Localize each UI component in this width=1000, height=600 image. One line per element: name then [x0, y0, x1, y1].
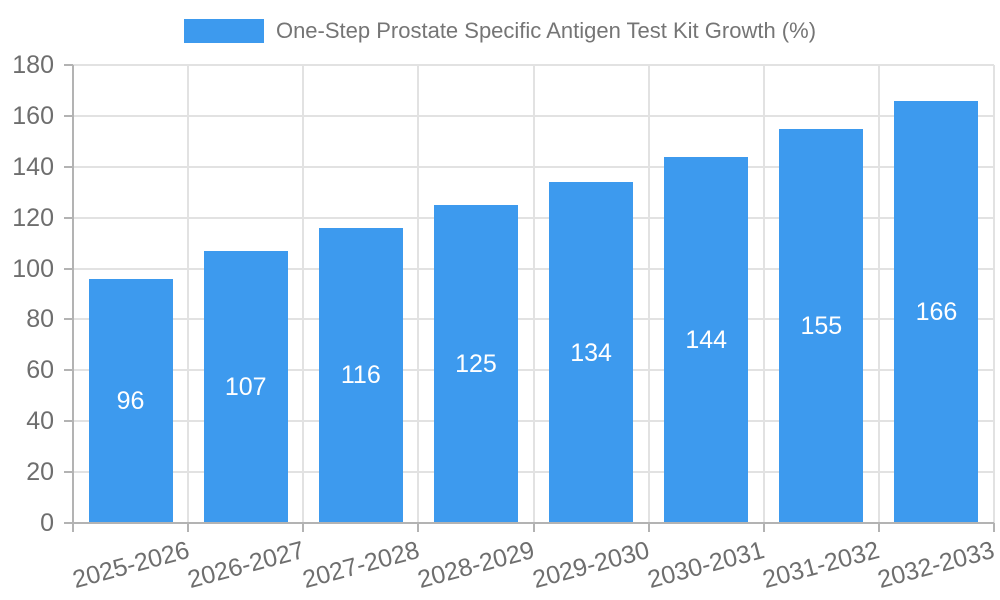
y-tick-label: 120	[12, 203, 54, 232]
v-gridline	[302, 65, 305, 523]
x-axis-tick	[187, 523, 190, 532]
bar-value-label: 96	[116, 386, 145, 415]
bar	[318, 227, 403, 523]
x-axis-tick	[993, 523, 995, 532]
y-axis-tick	[64, 369, 73, 372]
bar	[433, 204, 518, 523]
y-tick-label: 20	[26, 458, 54, 487]
v-gridline	[877, 65, 880, 523]
x-axis-tick	[417, 523, 420, 532]
y-tick-label: 0	[40, 509, 54, 537]
bar	[203, 250, 288, 523]
x-axis-tick	[762, 523, 765, 532]
bar	[549, 182, 634, 523]
y-axis-tick	[64, 420, 73, 423]
x-axis-tick	[72, 523, 74, 532]
x-axis-tick	[302, 523, 305, 532]
bar	[88, 278, 173, 523]
v-gridline	[762, 65, 765, 523]
y-axis-tick	[64, 165, 73, 168]
y-axis-tick	[64, 114, 73, 117]
bar-value-label: 166	[915, 297, 958, 326]
y-axis-tick	[64, 267, 73, 270]
bar	[894, 100, 979, 523]
v-gridline	[647, 65, 650, 523]
bar	[779, 128, 864, 523]
chart-legend[interactable]: One-Step Prostate Specific Antigen Test …	[0, 12, 1000, 50]
bar-value-label: 125	[455, 349, 497, 378]
bar	[664, 156, 749, 523]
bar-value-label: 116	[340, 361, 381, 390]
bar-value-label: 144	[685, 325, 728, 354]
y-tick-label: 180	[12, 51, 54, 79]
y-axis-tick	[64, 318, 73, 321]
v-gridline	[417, 65, 420, 523]
plot-area	[73, 64, 995, 523]
y-axis-tick	[64, 64, 73, 66]
y-axis-tick	[64, 471, 73, 474]
v-gridline	[187, 65, 190, 523]
x-axis-tick	[877, 523, 880, 532]
legend-label: One-Step Prostate Specific Antigen Test …	[275, 18, 817, 43]
bar-value-label: 107	[224, 372, 267, 401]
y-tick-label: 60	[26, 356, 54, 385]
y-axis-line	[72, 65, 74, 523]
v-gridline	[993, 65, 995, 523]
y-tick-label: 100	[12, 254, 54, 283]
y-tick-label: 140	[12, 152, 54, 181]
y-tick-label: 80	[26, 305, 54, 334]
bar-value-label: 155	[800, 311, 843, 340]
y-axis-tick	[64, 216, 73, 219]
x-axis-tick	[647, 523, 650, 532]
y-tick-label: 160	[12, 101, 54, 130]
y-axis-tick	[64, 522, 73, 524]
bar-value-label: 134	[570, 338, 612, 367]
legend-swatch-icon	[183, 19, 264, 43]
x-axis-line	[73, 522, 994, 524]
y-tick-label: 40	[26, 407, 54, 436]
v-gridline	[532, 65, 535, 523]
x-axis-tick	[532, 523, 535, 532]
